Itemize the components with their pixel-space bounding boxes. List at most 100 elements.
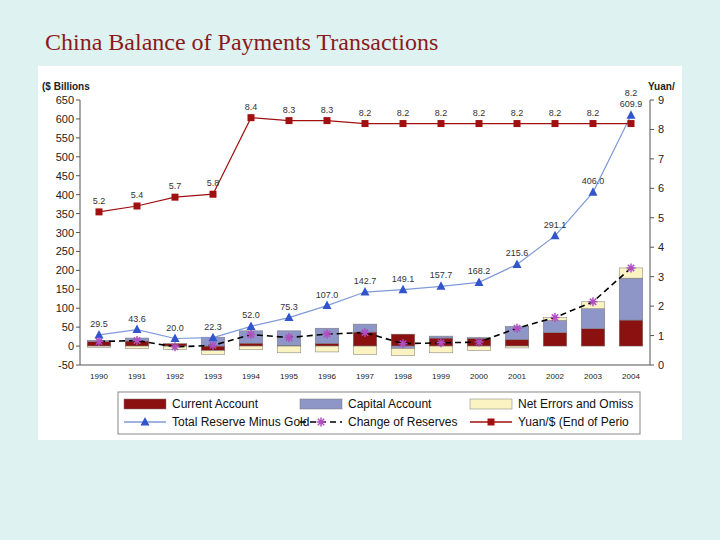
y2-tick-label: 3: [658, 271, 664, 283]
slide-background: [0, 0, 720, 540]
data-label: 5.7: [169, 181, 182, 191]
y2-tick-label: 7: [658, 153, 664, 165]
series-line: [99, 268, 631, 347]
y-axis-label: ($ Billions: [42, 81, 90, 92]
y2-tick-label: 1: [658, 330, 664, 342]
x-tick-label: 2001: [508, 372, 526, 381]
legend-box: [118, 392, 640, 434]
bar: [353, 346, 377, 354]
marker-triangle: [133, 325, 142, 334]
marker-square: [96, 208, 103, 215]
data-label: 8.2: [549, 108, 562, 118]
y-tick: [76, 156, 80, 157]
y-tick: [76, 289, 80, 290]
marker-star: [361, 328, 370, 337]
data-label: 75.3: [280, 302, 298, 312]
data-label: 5.8: [207, 178, 220, 188]
chart-svg: China Balance of Payments Transactions ($…: [0, 0, 720, 540]
data-label: 43.6: [128, 314, 146, 324]
marker-triangle: [399, 285, 408, 294]
x-tick-label: 1991: [128, 372, 146, 381]
bar: [581, 329, 605, 346]
marker-star: [513, 324, 522, 333]
y2-tick-label: 6: [658, 182, 664, 194]
bar: [315, 328, 339, 343]
marker-square: [362, 120, 369, 127]
y-tick-label: 500: [56, 151, 74, 163]
bar: [429, 336, 453, 338]
legend-swatch: [124, 399, 166, 409]
bar: [125, 346, 149, 349]
y-tick-label: 0: [68, 340, 74, 352]
marker-triangle: [589, 187, 598, 196]
y2-tick: [650, 276, 654, 277]
y-tick: [76, 194, 80, 195]
x-tick-label: 2003: [584, 372, 602, 381]
bar: [201, 351, 225, 355]
marker-star: [437, 338, 446, 347]
marker-triangle: [513, 259, 522, 268]
y2-tick: [650, 188, 654, 189]
y-tick-label: 650: [56, 94, 74, 106]
y-tick: [76, 213, 80, 214]
data-label: 149.1: [392, 274, 415, 284]
y2-tick-label: 8: [658, 123, 664, 135]
marker-star: [317, 418, 326, 427]
marker-star: [589, 297, 598, 306]
marker-star: [247, 330, 256, 339]
data-label: 8.2: [625, 88, 638, 98]
x-tick-label: 2004: [622, 372, 640, 381]
bar: [277, 331, 301, 346]
data-label: 168.2: [468, 266, 491, 276]
bar: [315, 346, 339, 352]
y2-tick: [650, 335, 654, 336]
marker-triangle: [551, 231, 560, 240]
y-tick-label: 450: [56, 170, 74, 182]
data-label: 52.0: [242, 310, 260, 320]
y-tick-label: 600: [56, 113, 74, 125]
marker-square: [628, 120, 635, 127]
marker-triangle: [627, 110, 636, 119]
bar: [543, 320, 567, 332]
marker-star: [551, 313, 560, 322]
marker-star: [171, 342, 180, 351]
title: China Balance of Payments Transactions: [45, 29, 438, 55]
bar: [543, 333, 567, 346]
y-tick: [76, 346, 80, 347]
data-label: 8.2: [397, 108, 410, 118]
y2-tick-label: 5: [658, 212, 664, 224]
marker-square: [400, 120, 407, 127]
marker-star: [95, 337, 104, 346]
bar: [619, 278, 643, 320]
marker-square: [324, 117, 331, 124]
marker-star: [627, 263, 636, 272]
y-tick-label: 350: [56, 208, 74, 220]
y-tick-label: 550: [56, 132, 74, 144]
y-tick: [76, 100, 80, 101]
x-tick-label: 2000: [470, 372, 488, 381]
marker-triangle: [437, 281, 446, 290]
marker-square: [286, 117, 293, 124]
data-label: 8.3: [321, 105, 334, 115]
x-tick-label: 1996: [318, 372, 336, 381]
data-label: 609.9: [620, 99, 643, 109]
y-tick-label: 250: [56, 245, 74, 257]
x-tick-label: 1998: [394, 372, 412, 381]
y-tick: [76, 118, 80, 119]
y-tick: [76, 365, 80, 366]
bar: [619, 320, 643, 346]
marker-square: [248, 114, 255, 121]
y-tick-label: 150: [56, 283, 74, 295]
data-label: 22.3: [204, 322, 222, 332]
marker-star: [209, 341, 218, 350]
y-tick: [76, 137, 80, 138]
legend-label: Yuan/$ (End of Perio: [518, 415, 629, 429]
data-label: 107.0: [316, 290, 339, 300]
x-tick-label: 1997: [356, 372, 374, 381]
y2-axis-label: Yuan/: [648, 81, 675, 92]
bar: [467, 346, 491, 351]
legend-swatch: [470, 399, 512, 409]
bar: [277, 346, 301, 353]
y-tick-label: 50: [62, 321, 74, 333]
data-label: 142.7: [354, 276, 377, 286]
